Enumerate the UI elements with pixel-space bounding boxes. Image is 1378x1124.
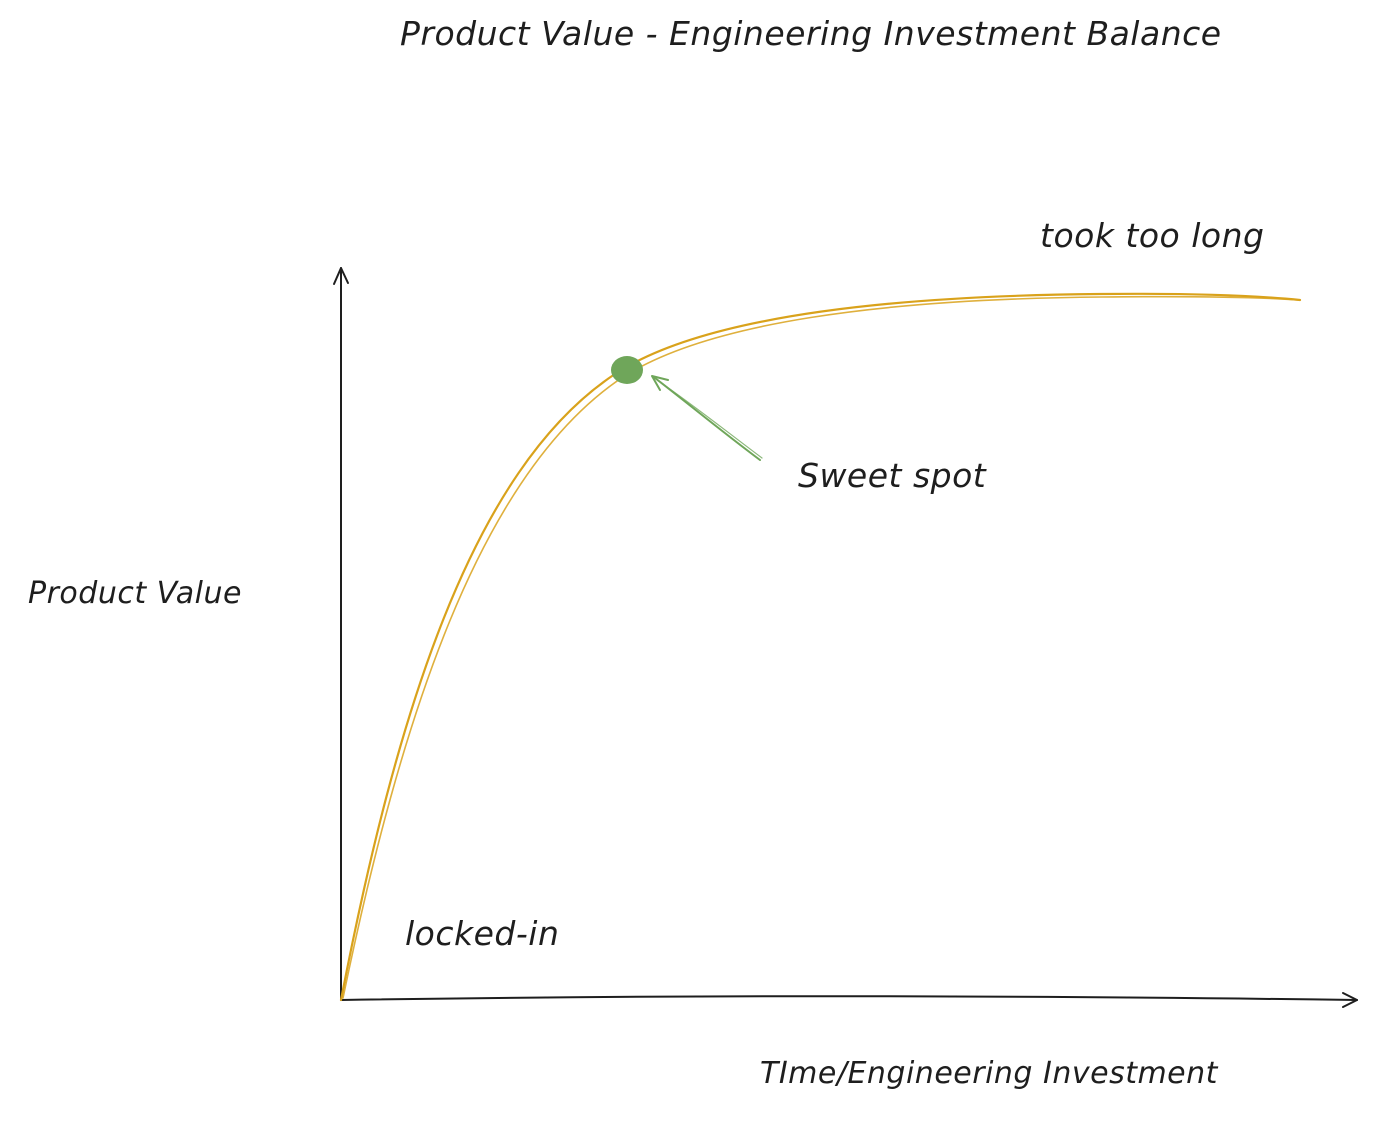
- sweet-spot-arrow: [651, 375, 763, 461]
- y-axis: [333, 267, 349, 1001]
- x-axis-label: TIme/Engineering Investment: [760, 1056, 1218, 1091]
- diagram-title: Product Value - Engineering Investment B…: [400, 14, 1222, 53]
- value-curve: [339, 292, 1302, 1002]
- sweet-spot-annotation: Sweet spot: [798, 456, 987, 495]
- y-axis-label: Product Value: [28, 576, 242, 611]
- x-axis: [340, 992, 1358, 1008]
- sweet-spot-marker: [611, 356, 643, 384]
- end-annotation: took too long: [1040, 216, 1265, 255]
- start-annotation: locked-in: [405, 914, 560, 953]
